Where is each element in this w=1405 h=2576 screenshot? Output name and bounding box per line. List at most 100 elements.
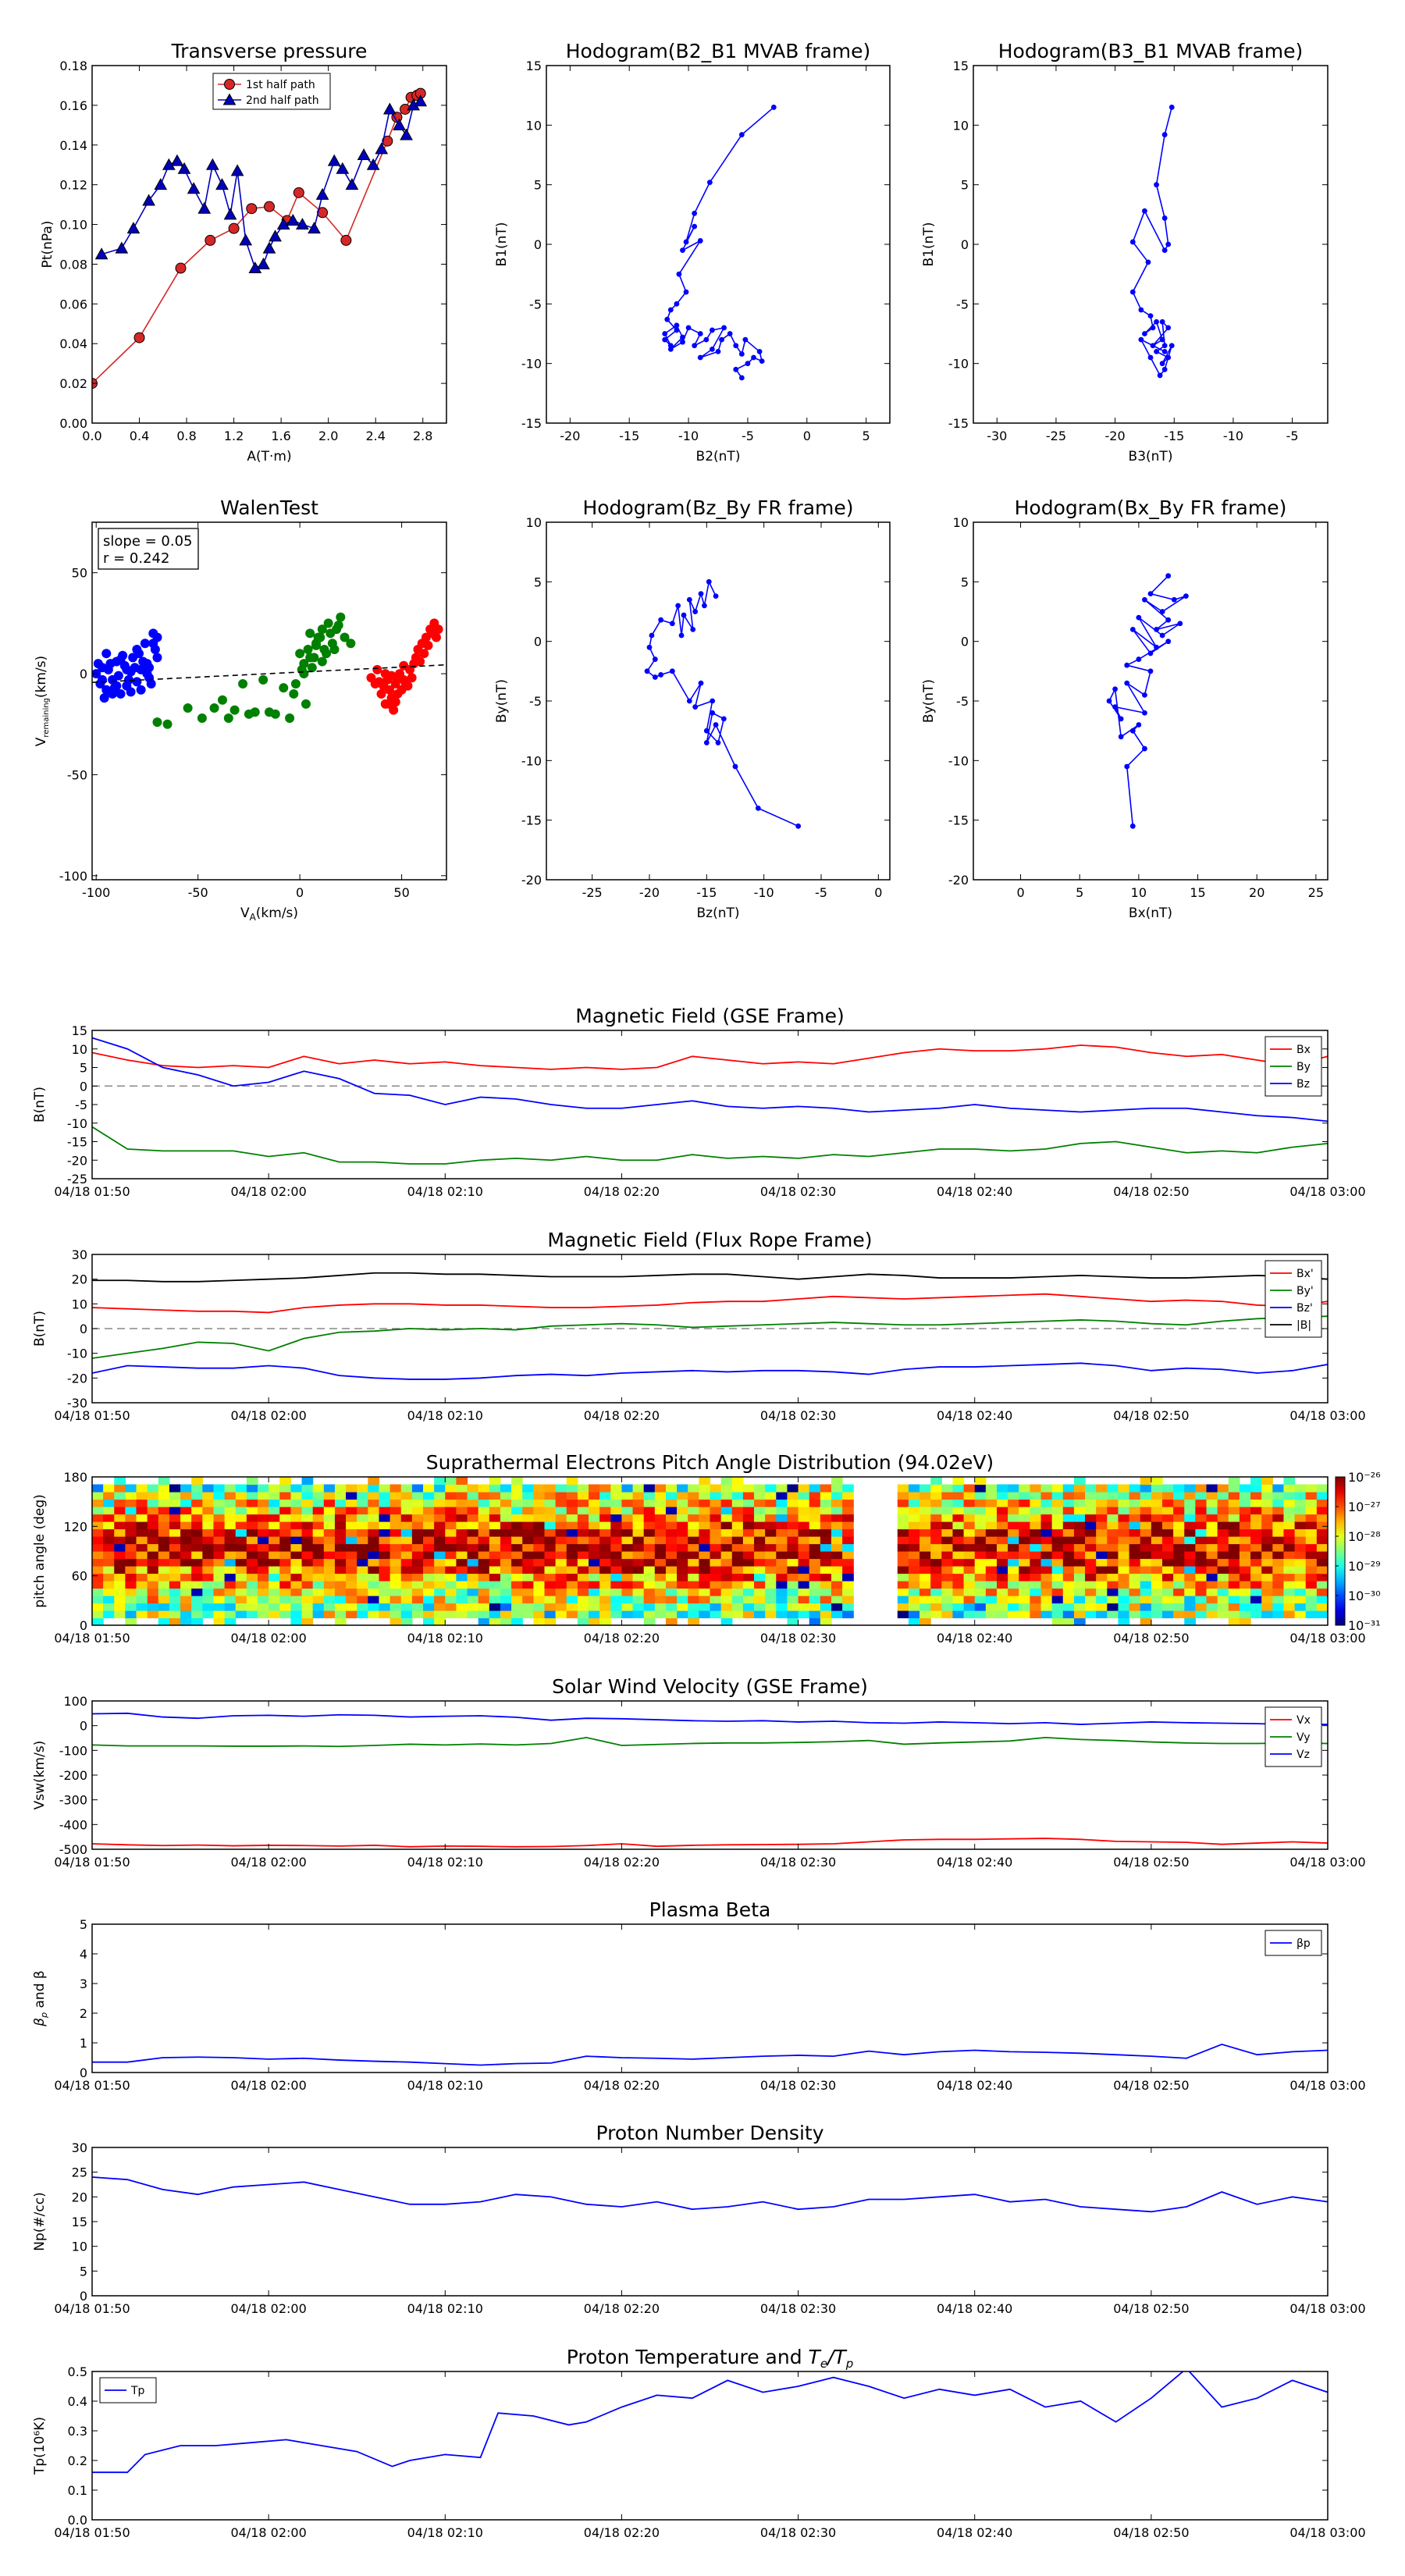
pad-heatmap-cell bbox=[389, 1588, 402, 1596]
pad-heatmap-cell bbox=[776, 1528, 788, 1537]
pad-heatmap-cell bbox=[897, 1528, 909, 1537]
pad-heatmap-cell bbox=[1250, 1603, 1262, 1611]
pad-heatmap-cell bbox=[279, 1499, 292, 1507]
pad-heatmap-cell bbox=[1151, 1603, 1163, 1611]
pad-heatmap-cell bbox=[258, 1484, 269, 1493]
pad-heatmap-cell bbox=[1118, 1507, 1130, 1515]
pad-heatmap-cell bbox=[246, 1507, 258, 1515]
pad-heatmap-cell bbox=[654, 1581, 667, 1589]
pad-heatmap-cell bbox=[136, 1573, 148, 1582]
pad-heatmap-cell bbox=[456, 1581, 468, 1589]
vsw-xtick-label: 04/18 03:00 bbox=[1289, 1855, 1365, 1870]
pad-heatmap-cell bbox=[500, 1581, 512, 1589]
pad-heatmap-cell bbox=[290, 1558, 303, 1567]
pad-heatmap-cell bbox=[632, 1581, 645, 1589]
pad-heatmap-cell bbox=[411, 1543, 424, 1552]
pad-heatmap-cell bbox=[1118, 1603, 1130, 1611]
pad-heatmap-cell bbox=[1107, 1551, 1119, 1560]
axes-frame bbox=[91, 1254, 1329, 1404]
pad-heatmap-cell bbox=[180, 1521, 192, 1530]
pad-heatmap-cell bbox=[92, 1588, 104, 1596]
pad-heatmap-cell bbox=[125, 1573, 137, 1582]
pad-heatmap-cell bbox=[820, 1596, 832, 1604]
hg3-ytick-label: -5 bbox=[529, 694, 542, 709]
pad-heatmap-cell bbox=[577, 1596, 589, 1604]
pad-heatmap-cell bbox=[511, 1610, 523, 1619]
pad-heatmap-cell bbox=[699, 1536, 711, 1545]
pad-heatmap-cell bbox=[1272, 1543, 1285, 1552]
pad-heatmap-cell bbox=[136, 1558, 148, 1567]
pad-heatmap-cell bbox=[158, 1521, 170, 1530]
hg1-xtick-label: -10 bbox=[678, 429, 699, 443]
hg2-data-point bbox=[1129, 239, 1136, 245]
pad-heatmap-cell bbox=[1173, 1514, 1185, 1522]
walen-xtick-label: -100 bbox=[82, 885, 110, 900]
pad-heatmap-cell bbox=[1161, 1499, 1174, 1507]
pad-heatmap-cell bbox=[1305, 1528, 1318, 1537]
pad-heatmap-cell bbox=[1250, 1551, 1262, 1560]
pad-heatmap-cell bbox=[996, 1588, 1008, 1596]
pad-heatmap-cell bbox=[213, 1536, 226, 1545]
pad-heatmap-cell bbox=[731, 1558, 744, 1567]
pad-heatmap-cell bbox=[787, 1551, 799, 1560]
pad-heatmap-cell bbox=[180, 1499, 192, 1507]
pad-heatmap-cell bbox=[411, 1581, 424, 1589]
pad-heatmap-cell bbox=[699, 1484, 711, 1493]
pad-heatmap-cell bbox=[258, 1507, 269, 1515]
pad-heatmap-cell bbox=[445, 1588, 457, 1596]
pad-heatmap-cell bbox=[731, 1499, 744, 1507]
pad-heatmap-cell bbox=[1073, 1558, 1086, 1567]
pad-heatmap-cell bbox=[1019, 1596, 1030, 1604]
pad-heatmap-cell bbox=[566, 1610, 578, 1619]
pad-heatmap-cell bbox=[621, 1484, 634, 1493]
pad-heatmap-cell bbox=[710, 1507, 722, 1515]
pad-heatmap-cell bbox=[1250, 1566, 1262, 1574]
pad-heatmap-cell bbox=[941, 1581, 954, 1589]
pad-heatmap-cell bbox=[301, 1492, 314, 1500]
pad-heatmap-cell bbox=[1096, 1581, 1108, 1589]
pad-heatmap-cell bbox=[445, 1596, 457, 1604]
np-ytick-label: 15 bbox=[72, 2215, 87, 2229]
pad-heatmap-cell bbox=[522, 1596, 534, 1604]
pad-heatmap-cell bbox=[224, 1536, 237, 1545]
walen-data-point bbox=[419, 649, 429, 659]
pad-heatmap-cell bbox=[720, 1566, 733, 1574]
hg3-xlabel: Bz(nT) bbox=[696, 906, 739, 921]
pad-heatmap-cell bbox=[930, 1507, 942, 1515]
walen-data-point bbox=[311, 640, 322, 650]
pad-heatmap-cell bbox=[136, 1551, 148, 1560]
pad-heatmap-cell bbox=[1096, 1492, 1108, 1500]
pad-heatmap-cell bbox=[511, 1514, 523, 1522]
pad-heatmap-cell bbox=[478, 1499, 490, 1507]
pad-heatmap-cell bbox=[323, 1573, 336, 1582]
hg2-data-point bbox=[1161, 247, 1168, 254]
pad-heatmap-cell bbox=[908, 1521, 920, 1530]
pad-heatmap-cell bbox=[411, 1528, 424, 1537]
pad-heatmap-cell bbox=[1228, 1588, 1240, 1596]
pad-heatmap-cell bbox=[1272, 1507, 1285, 1515]
pad-heatmap-cell bbox=[996, 1573, 1008, 1582]
pad-heatmap-cell bbox=[114, 1596, 126, 1604]
pad-heatmap-cell bbox=[147, 1492, 159, 1500]
pad-heatmap-cell bbox=[720, 1573, 733, 1582]
mag_fr-xtick-label: 04/18 01:50 bbox=[54, 1408, 130, 1423]
pad-heatmap-cell bbox=[1140, 1596, 1152, 1604]
pad-heatmap-cell bbox=[787, 1514, 799, 1522]
pad-heatmap-cell bbox=[1283, 1514, 1296, 1522]
pad-heatmap-cell bbox=[258, 1521, 269, 1530]
pad-heatmap-cell bbox=[191, 1521, 203, 1530]
pad-heatmap-cell bbox=[599, 1617, 611, 1625]
hg3-data-point bbox=[755, 806, 761, 811]
pad-heatmap-cell bbox=[125, 1603, 137, 1611]
pad-heatmap-cell bbox=[809, 1588, 821, 1596]
pad-heatmap-cell bbox=[1250, 1573, 1262, 1582]
vsw-xtick-label: 04/18 02:30 bbox=[760, 1855, 836, 1870]
pad-heatmap-cell bbox=[776, 1558, 788, 1567]
pad-heatmap-cell bbox=[1239, 1588, 1251, 1596]
pt-data-point bbox=[126, 222, 140, 234]
pad-heatmap-cell bbox=[1305, 1484, 1318, 1493]
pad-heatmap-cell bbox=[577, 1499, 589, 1507]
hg1-data-point bbox=[662, 331, 668, 336]
pad-heatmap-cell bbox=[445, 1543, 457, 1552]
pad-heatmap-cell bbox=[731, 1528, 744, 1537]
